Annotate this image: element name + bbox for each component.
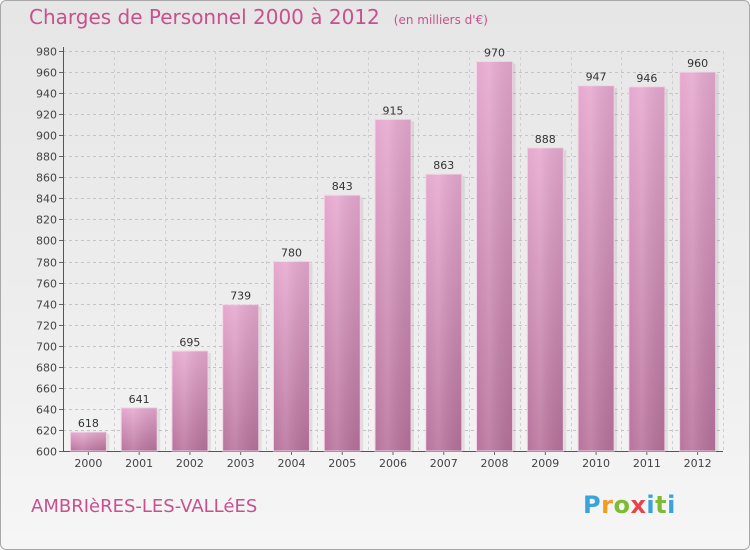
bar-highlight	[222, 304, 259, 451]
town-name: AMBRIèRES-LES-VALLéES	[31, 496, 258, 517]
bar-highlight	[679, 72, 716, 451]
proxiti-logo: Proxiti	[583, 491, 676, 519]
data-label-2012: 960	[687, 57, 708, 70]
y-tick-label: 960	[36, 67, 57, 80]
x-tick-label-2001: 2001	[125, 457, 153, 470]
data-label-2007: 863	[433, 159, 454, 172]
title-row: Charges de Personnel 2000 à 2012 (en mill…	[29, 5, 488, 29]
x-tick-label-2011: 2011	[633, 457, 661, 470]
logo-letter: r	[601, 491, 614, 519]
y-tick-label: 740	[36, 299, 57, 312]
y-tick-label: 840	[36, 193, 57, 206]
y-tick-label: 760	[36, 278, 57, 291]
labels: 618 2000 641 2001 695 2002 739 2003 780 2004 843 20…	[74, 47, 711, 470]
x-tick-label-2009: 2009	[531, 457, 559, 470]
y-tick-label: 660	[36, 383, 57, 396]
bar-highlight	[273, 261, 310, 451]
y-tick-label: 880	[36, 151, 57, 164]
y-tick-label: 820	[36, 214, 57, 227]
bar-highlight	[628, 86, 665, 451]
chart-subtitle: (en milliers d'€)	[393, 13, 488, 27]
data-label-2011: 946	[636, 72, 657, 85]
x-tick-label-2012: 2012	[684, 457, 712, 470]
y-tick-label: 940	[36, 88, 57, 101]
x-tick-label-2010: 2010	[582, 457, 610, 470]
y-tick-label: 600	[36, 446, 57, 459]
logo-letter: i	[667, 491, 676, 519]
data-label-2005: 843	[332, 180, 353, 193]
bar-highlight	[70, 432, 107, 451]
logo-letter: o	[613, 491, 631, 519]
x-tick-label-2007: 2007	[430, 457, 458, 470]
bar-highlight	[578, 85, 615, 451]
bars	[69, 61, 719, 452]
x-tick-label-2000: 2000	[74, 457, 102, 470]
logo-letter: t	[655, 491, 668, 519]
data-label-2006: 915	[383, 104, 404, 117]
logo-letter: i	[646, 491, 656, 519]
data-label-2008: 970	[484, 47, 505, 60]
chart-title: Charges de Personnel 2000 à 2012	[29, 5, 380, 29]
bar-highlight	[324, 195, 361, 451]
data-label-2010: 947	[586, 71, 607, 84]
bar-highlight	[121, 407, 158, 451]
y-tick-label: 920	[36, 109, 57, 122]
x-tick-label-2003: 2003	[227, 457, 255, 470]
x-tick-label-2005: 2005	[328, 457, 356, 470]
y-tick-label: 640	[36, 404, 57, 417]
logo-letter: x	[630, 491, 647, 519]
bar-highlight	[375, 119, 411, 451]
data-label-2003: 739	[230, 290, 251, 303]
data-label-2000: 618	[78, 417, 99, 430]
x-tick-label-2006: 2006	[379, 457, 407, 470]
data-label-2002: 695	[179, 336, 200, 349]
data-label-2009: 888	[535, 133, 556, 146]
y-tick-label: 860	[36, 172, 57, 185]
y-tick-label: 700	[36, 341, 57, 354]
x-tick-label-2008: 2008	[481, 457, 509, 470]
x-tick-label-2004: 2004	[277, 457, 305, 470]
y-tick-label: 800	[36, 235, 57, 248]
data-label-2001: 641	[129, 393, 150, 406]
logo-letter: P	[583, 491, 602, 519]
y-tick-label: 980	[36, 46, 57, 59]
y-tick-label: 720	[36, 320, 57, 333]
bar-highlight	[425, 174, 462, 451]
bar-highlight	[171, 351, 208, 451]
y-tick-label: 620	[36, 425, 57, 438]
bar-highlight	[527, 147, 564, 451]
data-label-2004: 780	[281, 247, 302, 260]
y-tick-label: 680	[36, 362, 57, 375]
y-tick-label: 780	[36, 257, 57, 270]
y-tick-label: 900	[36, 130, 57, 143]
bar-highlight	[476, 61, 513, 452]
x-tick-label-2002: 2002	[176, 457, 204, 470]
